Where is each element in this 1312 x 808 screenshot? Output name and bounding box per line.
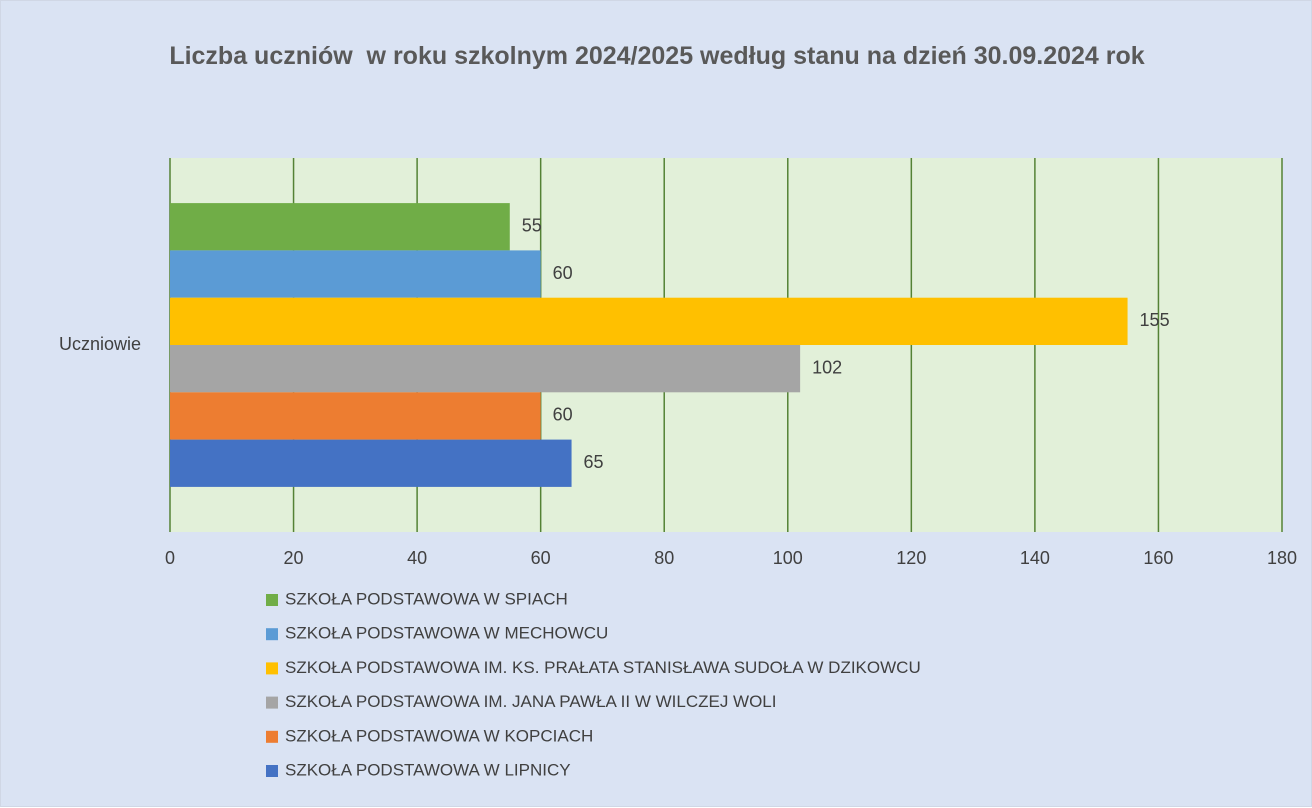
x-tick-label: 20 xyxy=(284,548,304,568)
x-tick-label: 140 xyxy=(1020,548,1050,568)
data-label: 155 xyxy=(1140,310,1170,330)
x-tick-label: 0 xyxy=(165,548,175,568)
chart-title: Liczba uczniów w roku szkolnym 2024/2025… xyxy=(169,42,1145,70)
data-label: 60 xyxy=(553,263,573,283)
bar xyxy=(170,439,572,487)
legend-swatch xyxy=(266,730,278,743)
legend-swatch xyxy=(266,696,278,709)
legend-label: SZKOŁA PODSTAWOWA W KOPCIACH xyxy=(285,726,593,745)
x-tick-label: 60 xyxy=(531,548,551,568)
bar xyxy=(170,203,510,251)
bar xyxy=(170,297,1128,345)
bar xyxy=(170,250,541,298)
x-tick-label: 80 xyxy=(654,548,674,568)
data-label: 102 xyxy=(812,357,842,377)
x-tick-label: 100 xyxy=(773,548,803,568)
bar xyxy=(170,392,541,440)
y-tick-label: Uczniowie xyxy=(59,334,141,354)
legend-label: SZKOŁA PODSTAWOWA W SPIACH xyxy=(285,589,568,608)
legend-label: SZKOŁA PODSTAWOWA IM. JANA PAWŁA II W WI… xyxy=(285,692,777,711)
data-label: 60 xyxy=(553,405,573,425)
x-tick-label: 40 xyxy=(407,548,427,568)
legend-label: SZKOŁA PODSTAWOWA W MECHOWCU xyxy=(285,624,608,643)
legend-swatch xyxy=(266,594,278,606)
x-tick-label: 160 xyxy=(1143,548,1173,568)
x-tick-label: 180 xyxy=(1267,548,1297,568)
legend-swatch xyxy=(266,662,278,675)
legend-swatch xyxy=(266,765,278,777)
x-tick-label: 120 xyxy=(896,548,926,568)
data-label: 55 xyxy=(522,216,542,236)
bar xyxy=(170,345,801,393)
legend-label: SZKOŁA PODSTAWOWA W LIPNICY xyxy=(285,760,571,779)
data-label: 65 xyxy=(584,452,604,472)
legend-label: SZKOŁA PODSTAWOWA IM. KS. PRAŁATA STANIS… xyxy=(285,658,921,677)
legend-swatch xyxy=(266,628,278,641)
